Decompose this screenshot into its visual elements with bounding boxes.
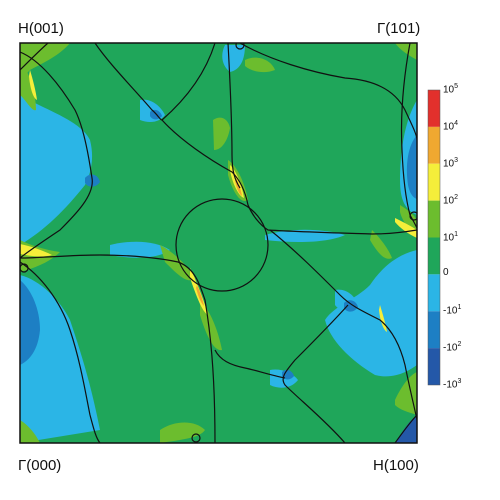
colorbar-tick-exponent: 5 bbox=[454, 83, 459, 90]
contour-center-vertical-lower bbox=[20, 254, 216, 443]
colorbar-tick-exponent: 3 bbox=[454, 156, 459, 164]
contour-corner-br bbox=[394, 414, 417, 443]
colorbar-frame bbox=[427, 89, 441, 386]
midblue-region-left bbox=[20, 280, 40, 365]
colorbar-swatch bbox=[428, 274, 440, 312]
colorbar-swatch bbox=[428, 90, 440, 127]
colorbar-tick-exponent: 2 bbox=[457, 341, 462, 349]
midblue-spot-right bbox=[344, 300, 358, 312]
colorbar-swatch bbox=[428, 200, 440, 238]
colorbar-swatch bbox=[428, 126, 440, 164]
colorbar-tick-base: -10 bbox=[443, 342, 458, 354]
lightgreen-corner-tr bbox=[395, 43, 417, 60]
contour-top-right bbox=[239, 43, 417, 141]
small-circle-bottom bbox=[191, 433, 201, 443]
blue-region-left-lower bbox=[20, 275, 100, 443]
lightgreen-corner-bl bbox=[20, 420, 40, 443]
lightgreen-bottom-edge bbox=[160, 422, 205, 443]
colorbar bbox=[427, 89, 441, 386]
yellow-right-mid bbox=[395, 218, 417, 238]
corner-label-h001: H(001) bbox=[18, 20, 64, 37]
colorbar-swatch bbox=[428, 237, 440, 275]
colorbar-tick-exponent: 3 bbox=[457, 378, 462, 385]
corner-label-h100: H(100) bbox=[373, 457, 419, 474]
colorbar-tick-base: 10 bbox=[443, 231, 455, 243]
contour-corner-tl bbox=[20, 43, 49, 71]
contour-lower-right bbox=[282, 304, 349, 443]
yellow-left-top bbox=[29, 70, 37, 100]
corner-label-gamma000: Γ(000) bbox=[18, 457, 62, 474]
contour-lines bbox=[20, 43, 417, 443]
colorbar-tick-base: -10 bbox=[443, 379, 458, 391]
lightgreen-corner-br bbox=[395, 372, 417, 415]
blue-spot-center-left bbox=[110, 241, 170, 258]
colorbar-tick-label: -103 bbox=[443, 378, 461, 390]
lightgreen-top-edge bbox=[245, 57, 275, 73]
orange-center-bottom bbox=[196, 285, 204, 306]
contour-center-vertical-upper bbox=[227, 43, 241, 189]
contour-right-edge bbox=[400, 43, 417, 229]
colorbar-tick-label: 104 bbox=[443, 120, 458, 132]
colorbar-tick-base: 10 bbox=[443, 121, 455, 133]
colorbar-tick-label: -102 bbox=[443, 341, 461, 353]
colorbar-swatch bbox=[428, 163, 440, 201]
colorbar-tick-base: 10 bbox=[443, 194, 455, 206]
lightgreen-top-center bbox=[213, 117, 230, 150]
colorbar-tick-base: 10 bbox=[443, 84, 455, 96]
blue-region-right-lower bbox=[325, 250, 417, 377]
contour-left bbox=[20, 51, 93, 259]
blue-region-left-upper bbox=[20, 95, 93, 245]
colorbar-tick-label: 0 bbox=[443, 267, 449, 278]
colorbar-tick-label: 105 bbox=[443, 83, 458, 95]
colorbar-tick-exponent: 1 bbox=[457, 304, 462, 312]
yellow-left-mid bbox=[20, 244, 52, 257]
lightgreen-corner-tl bbox=[20, 43, 70, 82]
lightgreen-center-left bbox=[160, 245, 195, 281]
center-circle-contour bbox=[175, 198, 269, 292]
small-circle-right bbox=[409, 211, 417, 221]
colorbar-tick-exponent: 2 bbox=[454, 193, 459, 201]
lightgreen-left-top bbox=[20, 58, 36, 111]
colorbar-tick-base: 10 bbox=[443, 158, 455, 170]
contour-top-left-arc bbox=[94, 43, 216, 121]
colorbar-swatch bbox=[428, 311, 440, 349]
colorbar-tick-label: 103 bbox=[443, 157, 458, 169]
contour-upper-right-horizontal bbox=[161, 119, 417, 235]
colorbar-tick-label: -101 bbox=[443, 304, 461, 316]
colorbar-tick-label: 101 bbox=[443, 231, 458, 243]
corner-label-gamma101: Γ(101) bbox=[377, 20, 421, 37]
contour-lower-middle bbox=[214, 349, 286, 379]
colorbar-tick-exponent: 1 bbox=[454, 230, 459, 238]
contour-lower-left bbox=[20, 261, 101, 443]
lightgreen-right-mid bbox=[370, 230, 392, 259]
colorbar-tick-exponent: 4 bbox=[454, 119, 459, 127]
colorbar-swatch bbox=[428, 348, 440, 385]
colorbar-tick-base: 0 bbox=[443, 267, 449, 279]
colorbar-tick-base: -10 bbox=[443, 305, 458, 317]
colorbar-tick-label: 102 bbox=[443, 194, 458, 206]
contour-right-diagonal bbox=[269, 229, 417, 421]
contour-map-area bbox=[20, 43, 417, 443]
small-circle-top bbox=[235, 43, 245, 50]
small-circle-left bbox=[20, 263, 29, 273]
map-frame bbox=[19, 42, 418, 444]
midblue-region-right bbox=[406, 135, 417, 199]
